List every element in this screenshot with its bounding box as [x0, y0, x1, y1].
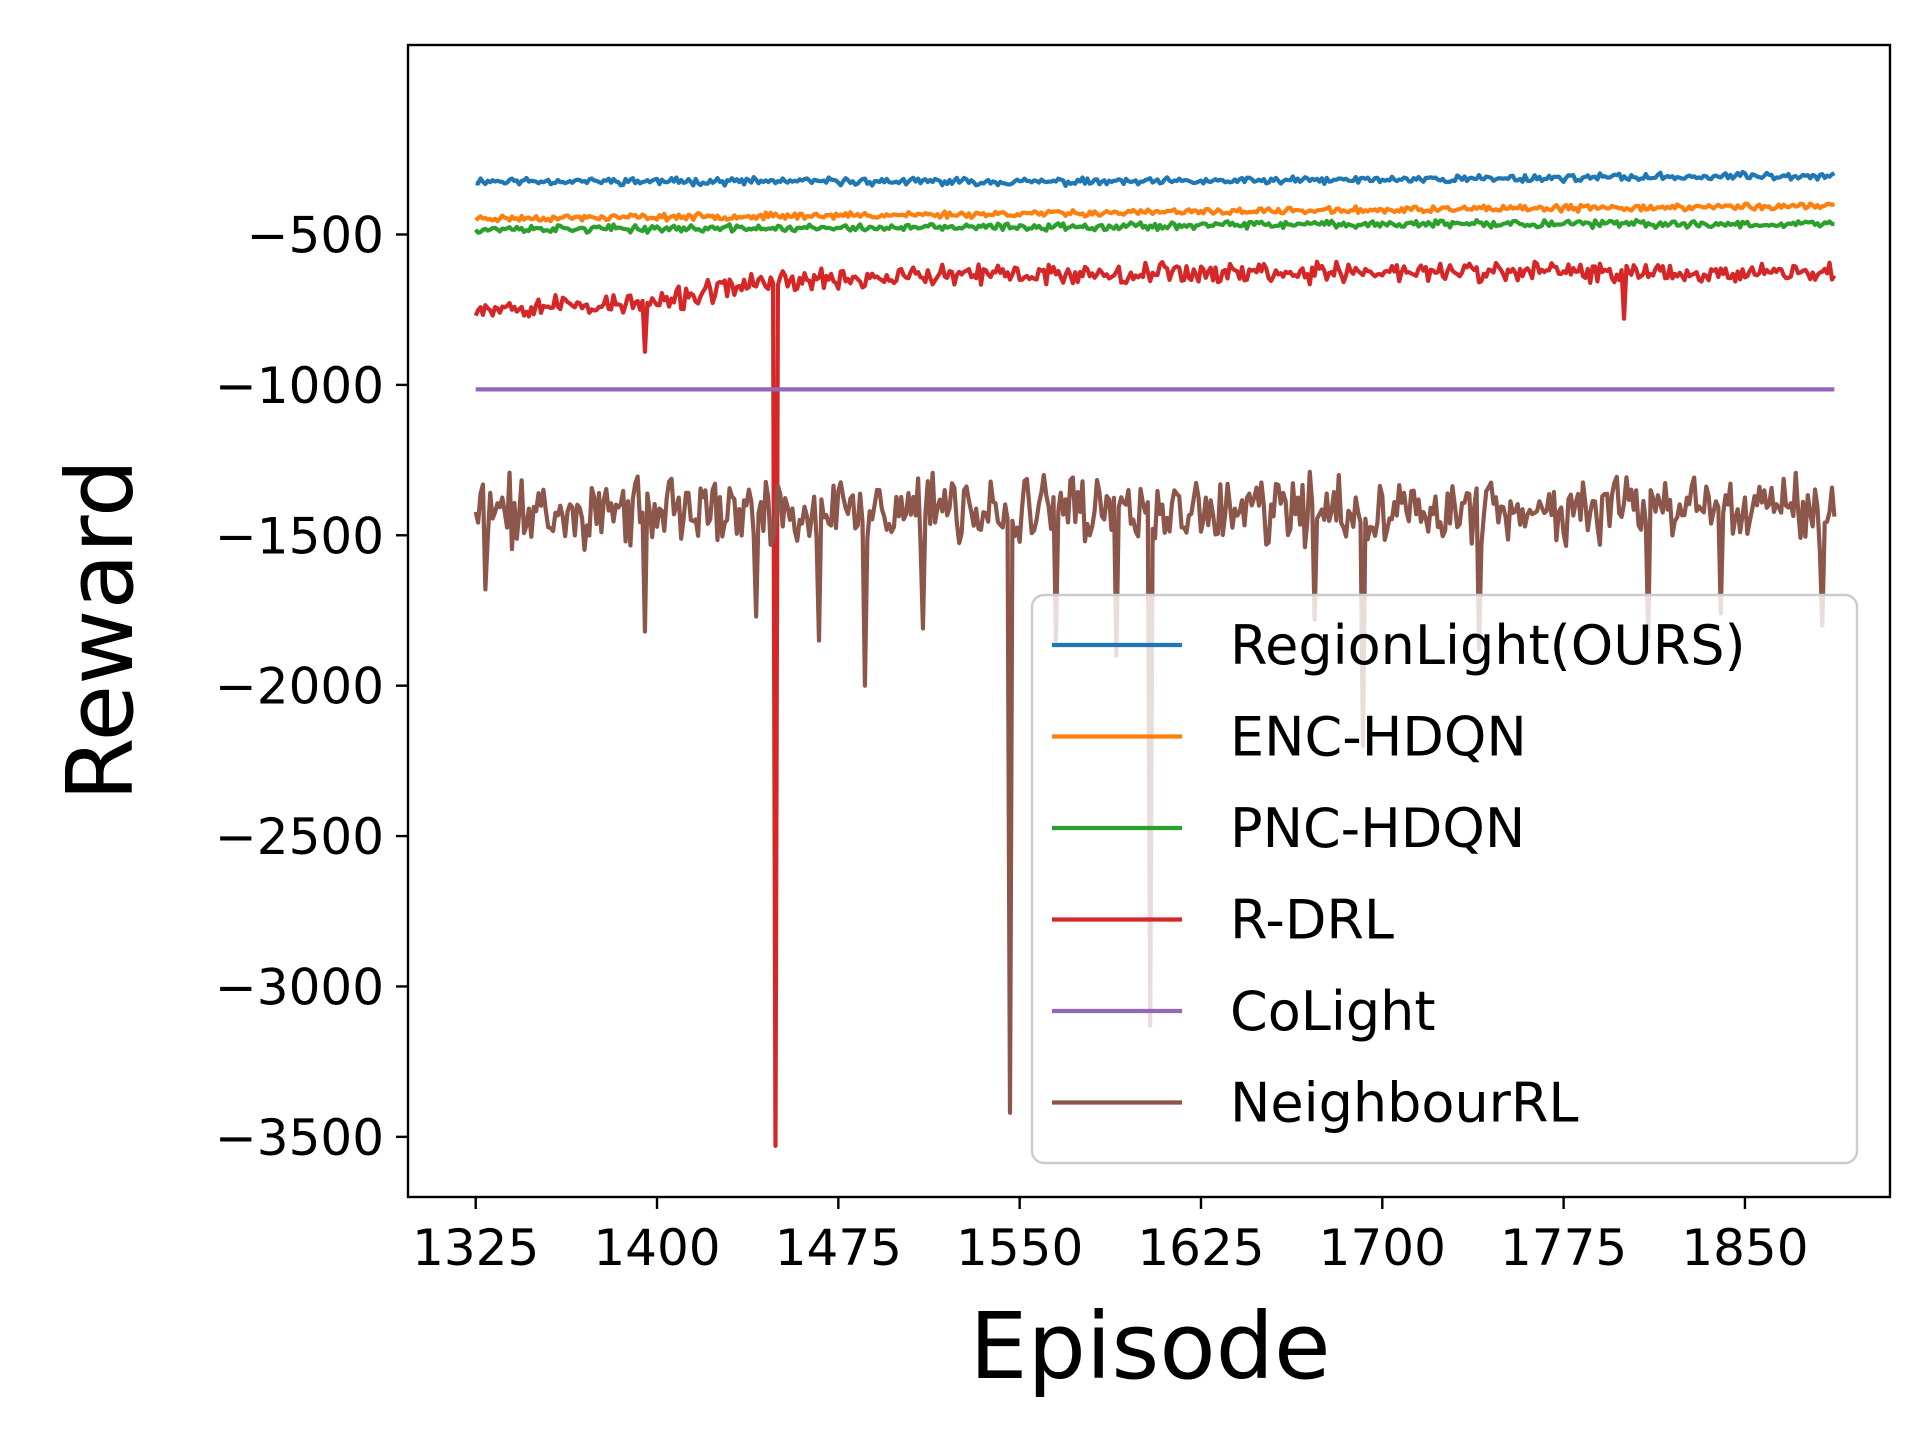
x-axis-title: Episode: [969, 1293, 1330, 1400]
x-tick-label: 1325: [412, 1219, 539, 1277]
x-tick-label: 1400: [593, 1219, 720, 1277]
plot-frame: [406, 43, 1892, 1199]
legend-label-neighbourrl: NeighbourRL: [1230, 1072, 1578, 1135]
y-tick-label: −3500: [215, 1109, 384, 1167]
series-line-enc-hdqn: [474, 201, 1836, 224]
x-tick-label: 1550: [956, 1219, 1083, 1277]
y-tick-label: −2500: [215, 808, 384, 866]
legend-entries: RegionLight(OURS) ENC-HDQN PNC-HDQN R-DRL Co…: [1052, 614, 1746, 1135]
legend-label-colight: CoLight: [1230, 980, 1436, 1043]
y-tick-label: −500: [247, 206, 384, 264]
y-axis: −500 −1000 −1500 −2000 −2500 −3000 −3500: [215, 206, 408, 1167]
y-axis-title: Reward: [47, 459, 154, 802]
y-tick-label: −1500: [215, 507, 384, 565]
legend: RegionLight(OURS) ENC-HDQN PNC-HDQN R-DRL Co…: [1030, 593, 1859, 1165]
x-tick-label: 1850: [1681, 1219, 1808, 1277]
x-tick-label: 1625: [1137, 1219, 1264, 1277]
legend-label-pnc-hdqn: PNC-HDQN: [1230, 797, 1525, 860]
legend-label-r-drl: R-DRL: [1230, 889, 1394, 952]
series-line-r-drl: [473, 259, 1837, 1148]
legend-box: [1030, 593, 1859, 1165]
series-line-pnc-hdqn: [474, 217, 1835, 235]
series-line-regionlight-ours: [475, 169, 1836, 189]
y-tick-label: −3000: [215, 958, 384, 1016]
legend-label-regionlight-ours: RegionLight(OURS): [1230, 614, 1746, 677]
x-tick-label: 1700: [1319, 1219, 1446, 1277]
series-layer: [473, 169, 1837, 1148]
y-tick-label: −2000: [215, 658, 384, 716]
x-tick-label: 1775: [1500, 1219, 1627, 1277]
y-tick-label: −1000: [215, 357, 384, 415]
legend-label-enc-hdqn: ENC-HDQN: [1230, 706, 1527, 769]
x-axis: 1325 1400 1475 1550 1625 1700 1775 1850: [412, 1197, 1809, 1277]
series-line-neighbourrl: [473, 469, 1837, 1115]
x-tick-label: 1475: [775, 1219, 902, 1277]
